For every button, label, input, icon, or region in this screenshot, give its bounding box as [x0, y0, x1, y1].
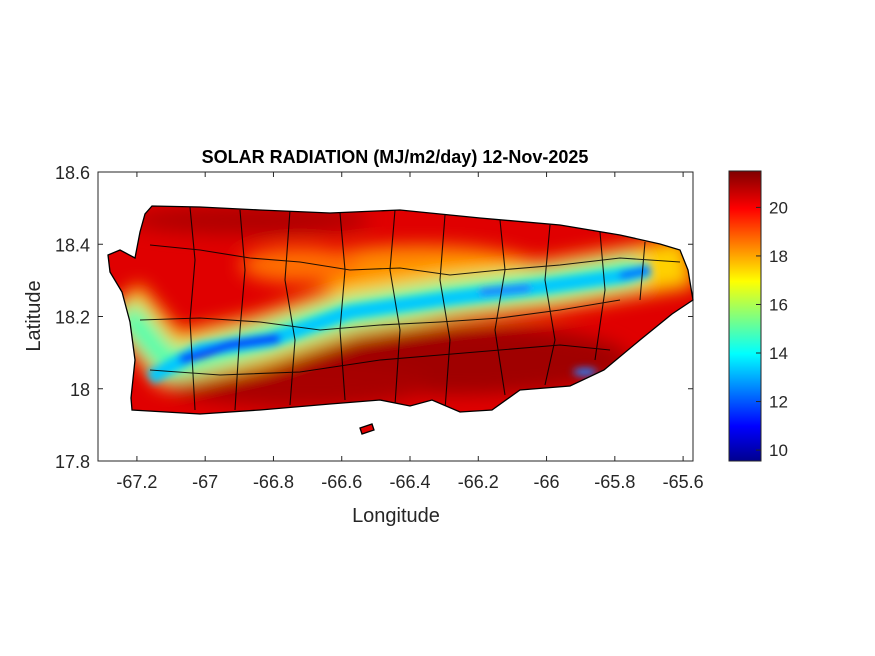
colorbar	[728, 170, 762, 462]
chart-title: SOLAR RADIATION (MJ/m2/day) 12-Nov-2025	[202, 147, 589, 167]
y-tick-label: 18.6	[55, 163, 90, 183]
y-axis-label: Latitude	[23, 280, 45, 351]
colorbar-tick-label: 20	[769, 198, 788, 217]
x-tick-label: -67.2	[116, 472, 157, 492]
colorbar-tick-label: 18	[769, 247, 788, 266]
coastline	[107, 205, 694, 435]
x-tick-label: -65.8	[594, 472, 635, 492]
x-tick-label: -66.4	[389, 472, 430, 492]
x-tick-label: -67	[192, 472, 218, 492]
x-tick-label: -66	[534, 472, 560, 492]
radiation-field	[108, 206, 693, 434]
colorbar-tick-label: 12	[769, 393, 788, 412]
x-axis-label: Longitude	[352, 505, 440, 527]
x-tick-label: -65.6	[663, 472, 704, 492]
y-tick-label: 18.4	[55, 235, 90, 255]
x-tick-label: -66.8	[253, 472, 294, 492]
municipality-borders	[139, 206, 681, 411]
colorbar-tick-label: 10	[769, 441, 788, 460]
x-tick-label: -66.6	[321, 472, 362, 492]
y-tick-label: 18.2	[55, 308, 90, 328]
y-tick-label: 18	[70, 380, 90, 400]
colorbar-tick-label: 16	[769, 295, 788, 314]
colorbar-tick-label: 14	[769, 344, 788, 363]
x-tick-label: -66.2	[458, 472, 499, 492]
y-tick-label: 17.8	[55, 452, 90, 472]
